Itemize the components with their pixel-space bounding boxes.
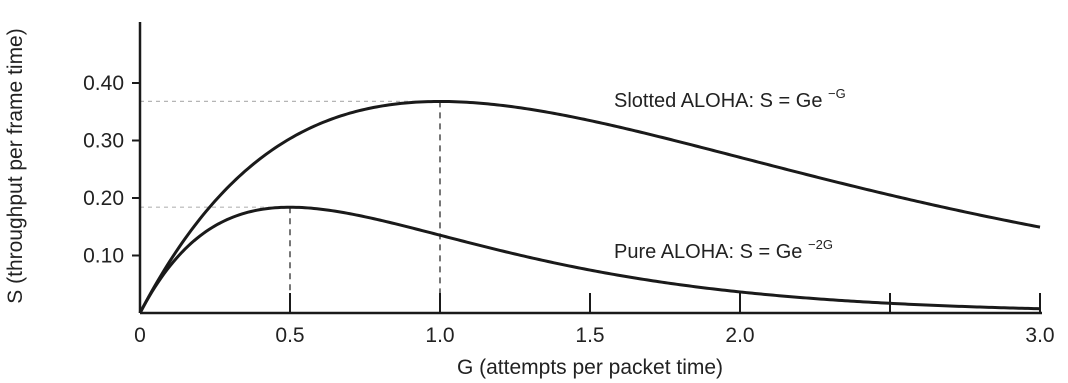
slotted-aloha-label-exponent: −G bbox=[828, 86, 846, 101]
x-tick-label: 3.0 bbox=[1025, 324, 1054, 347]
pure-aloha-label: Pure ALOHA: S = Ge −2G bbox=[614, 237, 833, 263]
pure-aloha-curve bbox=[138, 205, 1041, 314]
y-tick-label: 0.10 bbox=[83, 245, 124, 268]
pure-aloha-label-main: Pure ALOHA: S = Ge bbox=[614, 241, 802, 263]
y-tick-label: 0.30 bbox=[83, 130, 124, 153]
x-ticks: 0 0.5 1.0 1.5 2.0 3.0 bbox=[134, 293, 1055, 347]
slotted-aloha-curve bbox=[138, 99, 1041, 314]
y-tick-label: 0.20 bbox=[83, 187, 124, 210]
x-axis-label: G (attempts per packet time) bbox=[457, 356, 723, 379]
x-tick-label: 0.5 bbox=[275, 324, 304, 347]
y-axis-label: S (throughput per frame time) bbox=[4, 28, 27, 303]
slotted-aloha-label: Slotted ALOHA: S = Ge −G bbox=[614, 86, 846, 112]
slotted-aloha-label-main: Slotted ALOHA: S = Ge bbox=[614, 90, 822, 112]
y-ticks: 0.10 0.20 0.30 0.40 bbox=[83, 72, 140, 268]
x-tick-label: 0 bbox=[134, 324, 146, 347]
x-tick-label: 2.0 bbox=[725, 324, 754, 347]
pure-aloha-label-exponent: −2G bbox=[808, 237, 833, 252]
y-tick-label: 0.40 bbox=[83, 72, 124, 95]
series-curves bbox=[138, 99, 1041, 314]
x-tick-label: 1.5 bbox=[575, 324, 604, 347]
x-tick-label: 1.0 bbox=[425, 324, 454, 347]
